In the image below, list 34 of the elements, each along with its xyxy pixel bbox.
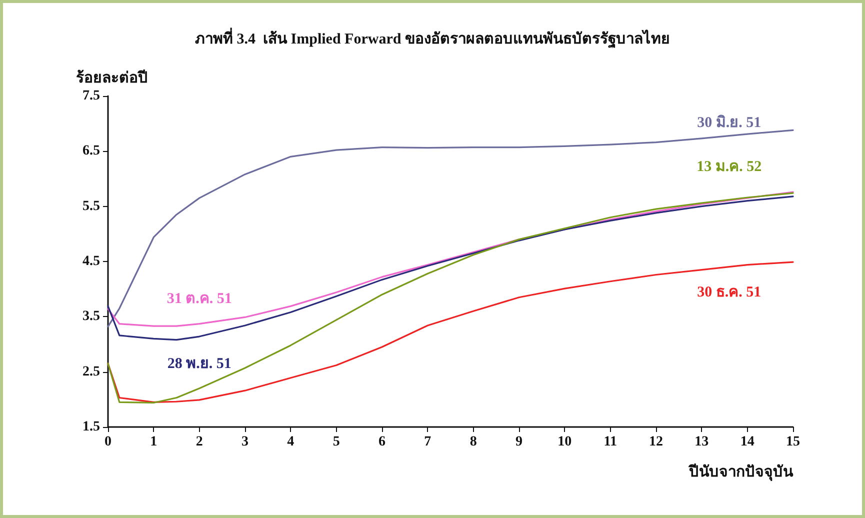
y-tick-label: 5.5: [82, 198, 100, 214]
x-tick-label: 15: [786, 434, 800, 450]
x-tick-label: 0: [104, 434, 112, 450]
x-tick-label: 12: [649, 434, 663, 450]
x-tick-label: 6: [378, 434, 386, 450]
line-series: [107, 261, 794, 403]
x-tick-label: 8: [470, 434, 477, 450]
y-axis-title: ร้อยละต่อปี: [76, 70, 148, 86]
x-tick-label: 13: [694, 434, 709, 450]
x-tick-label: 3: [242, 434, 248, 450]
y-tick-label: 1.5: [82, 420, 100, 434]
x-tick-label: 1: [150, 434, 158, 450]
line-series: [107, 129, 794, 328]
x-tick-label: 4: [287, 434, 294, 450]
x-tick-label: 9: [516, 434, 522, 450]
series-label: 30 ธ.ค. 51: [697, 284, 762, 300]
line-series: [107, 192, 794, 404]
y-tick-label: 2.5: [82, 364, 100, 380]
x-tick-label: 2: [196, 434, 203, 450]
chart-title: ภาพที่ 3.4 เส้น Implied Forward ของอัตราผลตอบแทนพันธบัตรรัฐบาลไทย: [195, 28, 670, 48]
series-label: 31 ต.ค. 51: [166, 291, 232, 308]
series-label: 28 พ.ย. 51: [167, 356, 232, 372]
x-axis-title: ปีนับจากปัจจุบัน: [688, 464, 794, 482]
x-tick-label: 5: [332, 434, 340, 450]
x-tick-label: 14: [740, 434, 754, 450]
series-label: 13 ม.ค. 52: [696, 159, 762, 176]
x-tick-label: 7: [424, 434, 432, 450]
y-tick-label: 4.5: [82, 254, 100, 269]
y-tick-label: 7.5: [82, 88, 100, 104]
x-tick-label: 10: [558, 434, 572, 450]
y-tick-label: 3.5: [82, 309, 100, 324]
series-label: 30 มิ.ย. 51: [697, 113, 762, 132]
y-tick-label: 6.5: [82, 144, 100, 159]
x-tick-label: 11: [604, 434, 617, 450]
